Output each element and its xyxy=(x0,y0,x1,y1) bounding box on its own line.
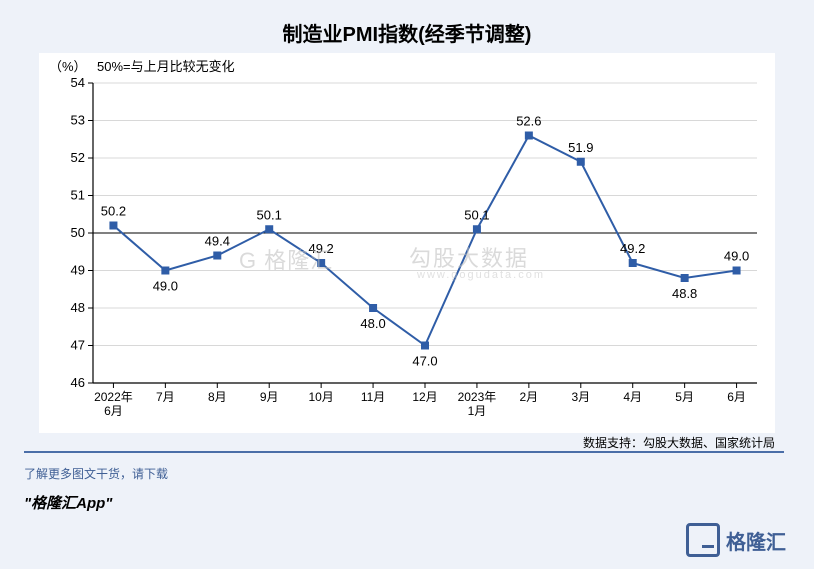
line-chart-svg: 4647484950515253542022年6月7月8月9月10月11月12月… xyxy=(39,53,775,433)
svg-text:48.8: 48.8 xyxy=(672,286,697,301)
brand-logo-icon xyxy=(686,523,720,557)
svg-text:48.0: 48.0 xyxy=(360,316,385,331)
footer-download-hint: 了解更多图文干货，请下载 xyxy=(24,465,790,482)
svg-text:2月: 2月 xyxy=(520,390,539,404)
svg-text:50.2: 50.2 xyxy=(101,204,126,219)
svg-text:46: 46 xyxy=(71,375,85,390)
svg-text:49.2: 49.2 xyxy=(308,241,333,256)
svg-text:51: 51 xyxy=(71,188,85,203)
svg-text:49.0: 49.0 xyxy=(724,249,749,264)
data-source: 数据支持：勾股大数据、国家统计局 xyxy=(583,434,775,451)
svg-text:48: 48 xyxy=(71,300,85,315)
svg-text:47.0: 47.0 xyxy=(412,354,437,369)
svg-text:7月: 7月 xyxy=(156,390,175,404)
svg-text:52: 52 xyxy=(71,150,85,165)
svg-text:49.2: 49.2 xyxy=(620,241,645,256)
svg-text:11月: 11月 xyxy=(361,390,385,404)
footer-divider xyxy=(24,451,784,453)
svg-text:6月: 6月 xyxy=(727,390,746,404)
svg-text:47: 47 xyxy=(71,338,85,353)
svg-text:50.1: 50.1 xyxy=(257,207,282,222)
svg-text:2023年: 2023年 xyxy=(458,390,497,404)
svg-text:50.1: 50.1 xyxy=(464,207,489,222)
brand-logo: 格隆汇 xyxy=(686,523,786,557)
svg-text:50%=与上月比较无变化: 50%=与上月比较无变化 xyxy=(97,59,235,74)
svg-text:49: 49 xyxy=(71,263,85,278)
svg-text:8月: 8月 xyxy=(208,390,227,404)
brand-logo-text: 格隆汇 xyxy=(726,526,786,555)
svg-text:51.9: 51.9 xyxy=(568,140,593,155)
svg-text:52.6: 52.6 xyxy=(516,114,541,129)
svg-text:54: 54 xyxy=(71,75,85,90)
chart-area: 4647484950515253542022年6月7月8月9月10月11月12月… xyxy=(39,53,775,433)
svg-text:6月: 6月 xyxy=(104,404,123,418)
svg-text:9月: 9月 xyxy=(260,390,279,404)
svg-text:1月: 1月 xyxy=(468,404,487,418)
svg-text:50: 50 xyxy=(71,225,85,240)
chart-title: 制造业PMI指数(经季节调整) xyxy=(24,18,790,47)
svg-text:49.4: 49.4 xyxy=(205,234,230,249)
svg-text:（%）: （%） xyxy=(49,59,87,74)
svg-text:4月: 4月 xyxy=(623,390,642,404)
svg-text:3月: 3月 xyxy=(571,390,590,404)
svg-text:12月: 12月 xyxy=(412,390,437,404)
svg-text:49.0: 49.0 xyxy=(153,279,178,294)
svg-text:53: 53 xyxy=(71,113,85,128)
svg-text:10月: 10月 xyxy=(308,390,333,404)
svg-text:2022年: 2022年 xyxy=(94,390,133,404)
svg-text:5月: 5月 xyxy=(675,390,694,404)
footer-app-name: "格隆汇App" xyxy=(24,492,790,513)
